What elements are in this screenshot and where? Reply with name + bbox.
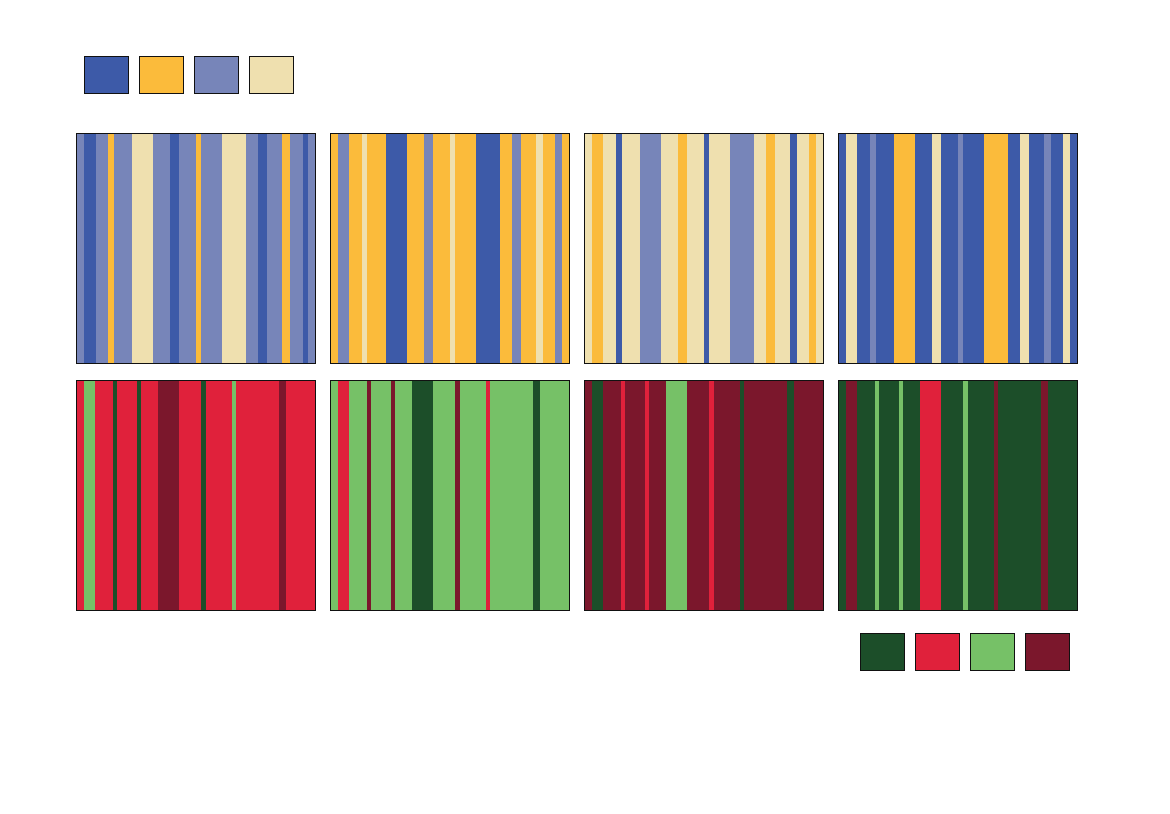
stripe	[485, 381, 491, 610]
swatch-cream	[249, 56, 294, 94]
stripe	[639, 134, 662, 363]
stripe	[157, 381, 180, 610]
stripe	[869, 134, 876, 363]
stripe	[1062, 134, 1070, 363]
stripe	[846, 381, 857, 610]
stripe	[257, 134, 268, 363]
blue-yellow-panel-4	[838, 133, 1078, 364]
red-green-panel-3	[584, 380, 824, 611]
swatch-maroon	[1025, 633, 1070, 671]
stripe	[112, 381, 118, 610]
red-green-palette	[860, 633, 1070, 671]
stripe	[84, 381, 95, 610]
stripe	[730, 134, 754, 363]
stripe	[423, 134, 434, 363]
swatch-periwinkle	[194, 56, 239, 94]
stripe	[107, 134, 114, 363]
swatch-royal-blue	[84, 56, 129, 94]
stripe	[984, 134, 1008, 363]
stripe	[1019, 134, 1030, 363]
stripe	[385, 134, 408, 363]
stripe	[390, 381, 396, 610]
stripe	[615, 134, 622, 363]
stripe	[450, 134, 455, 363]
swatch-crimson	[915, 633, 960, 671]
stripe	[231, 381, 237, 610]
blue-yellow-panel-2	[330, 133, 570, 364]
stripe	[644, 381, 650, 610]
red-green-panel-4	[838, 380, 1078, 611]
stripe	[1041, 381, 1049, 610]
swatch-light-green	[970, 633, 1015, 671]
swatch-dark-green	[860, 633, 905, 671]
red-green-panel-2	[330, 380, 570, 611]
stripe	[279, 381, 287, 610]
stripe	[958, 134, 963, 363]
stripe	[303, 134, 308, 363]
stripe	[898, 381, 904, 610]
stripe	[919, 381, 942, 610]
blue-yellow-palette	[84, 56, 294, 94]
stripe	[361, 134, 367, 363]
red-green-panel-1	[76, 380, 316, 611]
stripe	[592, 381, 603, 610]
stripe	[131, 134, 154, 363]
swatch-amber	[139, 56, 184, 94]
stripe	[533, 381, 541, 610]
stripe	[1043, 134, 1051, 363]
blue-yellow-panel-row	[76, 133, 1078, 364]
stripe	[620, 381, 626, 610]
stripe	[808, 134, 816, 363]
stripe	[677, 134, 688, 363]
red-green-panel-row	[76, 380, 1078, 611]
blue-yellow-panel-3	[584, 133, 824, 364]
stripe	[535, 134, 543, 363]
stripe	[893, 134, 916, 363]
stripe	[366, 381, 372, 610]
stripe	[136, 381, 142, 610]
blue-yellow-panel-1	[76, 133, 316, 364]
stripe	[476, 134, 500, 363]
stripe	[454, 381, 460, 610]
stripe	[511, 134, 522, 363]
stripe	[931, 134, 942, 363]
stripe	[338, 381, 349, 610]
stripe	[281, 134, 290, 363]
stripe	[592, 134, 603, 363]
stripe	[84, 134, 97, 363]
stripe	[765, 134, 776, 363]
stripe	[411, 381, 434, 610]
stripe	[739, 381, 745, 610]
stripe	[222, 134, 246, 363]
stripe	[708, 381, 714, 610]
stripe	[993, 381, 999, 610]
stripe	[962, 381, 968, 610]
stripe	[554, 134, 562, 363]
stripe	[789, 134, 797, 363]
stripe	[200, 381, 206, 610]
stripe	[704, 134, 709, 363]
stripe	[665, 381, 688, 610]
stripe	[787, 381, 795, 610]
stripe	[846, 134, 857, 363]
stripe	[196, 134, 201, 363]
stripe	[338, 134, 349, 363]
stripe	[874, 381, 880, 610]
stripe	[169, 134, 180, 363]
